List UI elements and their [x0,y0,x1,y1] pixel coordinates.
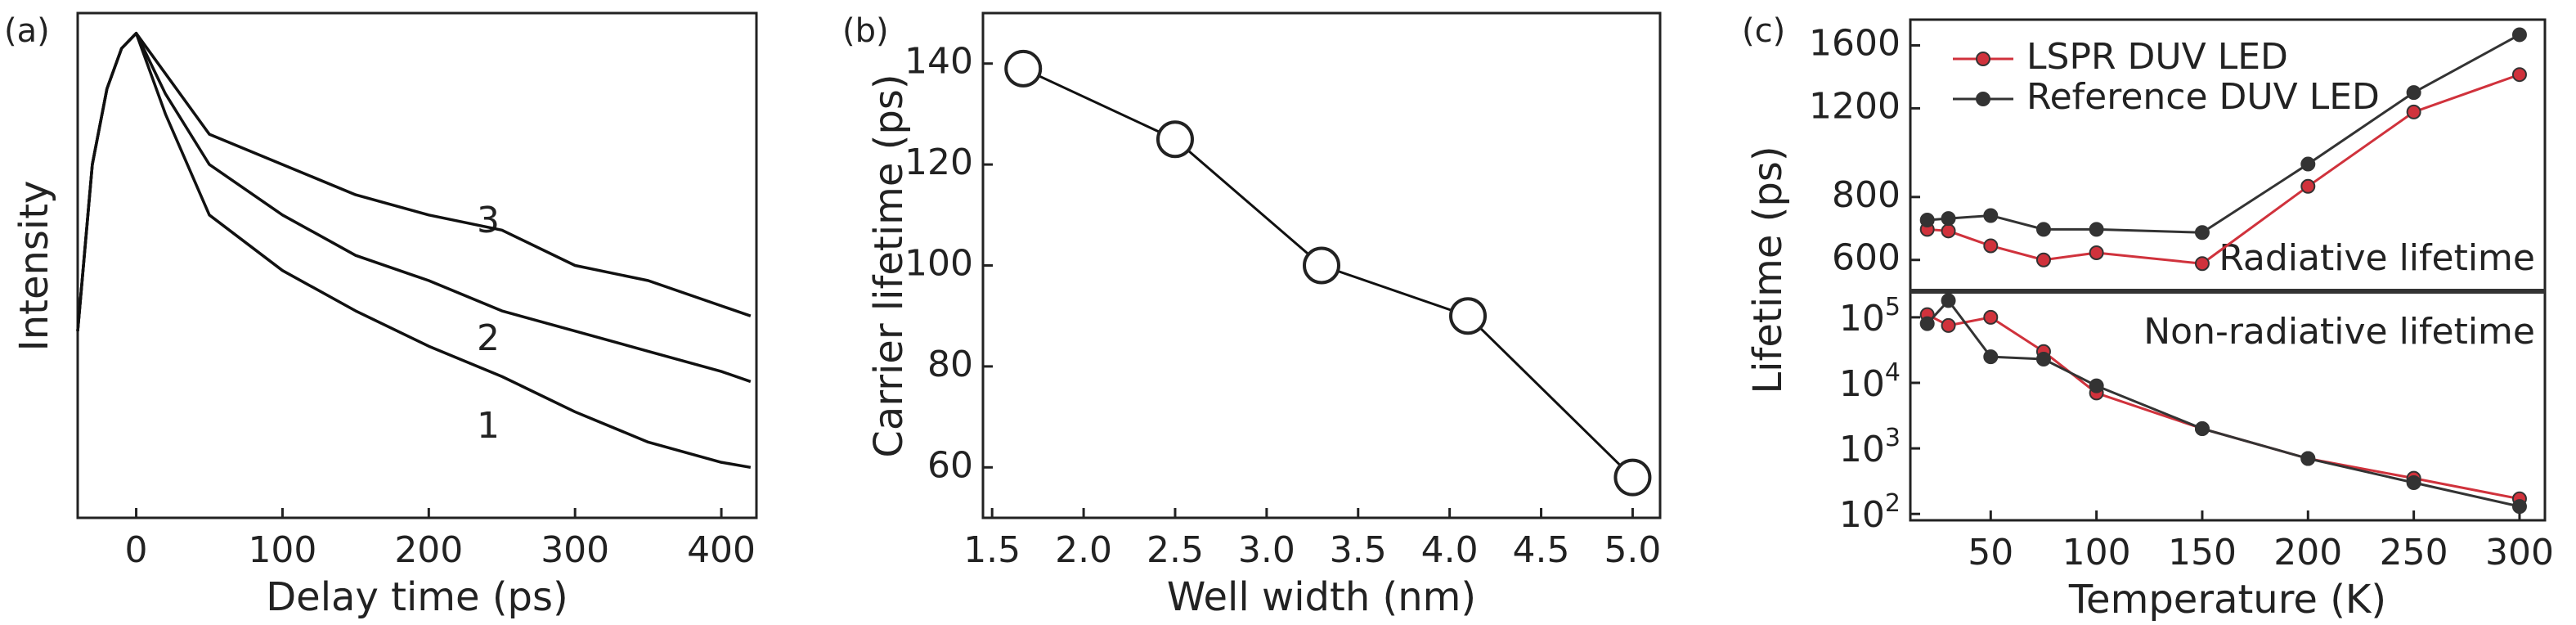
annotation: Radiative lifetime [2219,237,2535,279]
data-point [1919,316,1935,331]
y-tick-label: 120 [904,142,973,183]
annotation: 2 [477,317,500,359]
data-point [1983,349,1999,365]
panel-label: (a) [4,12,50,50]
x-axis-title: Well width (nm) [1167,574,1476,620]
y-tick-label: 140 [904,41,973,83]
legend-label: Reference DUV LED [2026,76,2380,118]
series-line [76,31,752,331]
legend-label: LSPR DUV LED [2026,36,2288,78]
x-tick-label: 2.5 [1147,529,1204,571]
y-tick-label: 1200 [1809,85,1901,127]
x-tick-label: 4.0 [1421,529,1479,571]
data-point [1983,238,1999,254]
annotation: Non-radiative lifetime [2143,311,2535,353]
data-point [2194,225,2210,241]
y-tick-label: 60 [927,444,973,486]
data-point [2300,451,2316,466]
series-line [76,31,752,470]
data-point [2511,499,2527,515]
x-tick-label: 300 [2485,532,2554,573]
data-point [2511,27,2527,43]
y-tick-label: 80 [927,344,973,385]
data-point [2194,421,2210,436]
data-point [1941,293,1956,308]
data-point [2089,222,2104,237]
annotation: 1 [477,405,500,447]
y-tick-label: 105 [1839,292,1901,339]
x-tick-label: 1.5 [963,529,1021,571]
panel-label: (c) [1742,12,1785,50]
data-point [2406,85,2421,101]
y-tick-label: 102 [1839,489,1901,537]
x-tick-label: 100 [248,529,316,571]
data-point [1613,458,1652,497]
x-tick-label: 100 [2062,532,2131,573]
x-axis-title: Temperature (K) [2068,577,2386,623]
x-tick-label: 5.0 [1604,529,1661,571]
annotation: 3 [477,200,500,241]
y-axis-title: Lifetime (ps) [1745,146,1791,393]
data-point [2089,378,2104,393]
data-point [1983,208,1999,223]
x-tick-label: 400 [687,529,756,571]
y-tick-label: 800 [1832,174,1901,216]
x-tick-label: 200 [394,529,463,571]
data-point [2035,352,2051,367]
y-tick-label: 100 [904,243,973,285]
data-point [1941,317,1956,333]
y-tick-label: 103 [1839,424,1901,471]
x-tick-label: 200 [2273,532,2342,573]
y-tick-label: 1600 [1809,22,1901,64]
x-tick-label: 2.0 [1055,529,1112,571]
data-point [2406,104,2421,119]
data-point [2406,475,2421,491]
x-tick-label: 0 [125,529,148,571]
data-point [1919,212,1935,227]
data-point [1941,211,1956,227]
data-point [2035,222,2051,237]
data-point [2194,256,2210,272]
y-tick-label: 600 [1832,237,1901,279]
series-line [76,31,752,384]
x-tick-label: 50 [1968,532,2013,573]
y-tick-label: 104 [1839,358,1901,406]
data-point [2035,252,2051,268]
data-point [1449,297,1488,335]
data-point [1983,309,1999,325]
data-point [2300,156,2316,172]
y-axis-title: Carrier lifetime (ps) [866,74,912,457]
x-tick-label: 3.5 [1330,529,1387,571]
y-axis-title: Intensity [11,181,57,352]
legend-marker [1976,52,1990,66]
data-point [2511,67,2527,83]
data-point [1004,49,1043,88]
data-point [1941,223,1956,239]
data-point [2300,178,2316,194]
legend-marker [1976,92,1990,106]
x-tick-label: 3.0 [1238,529,1295,571]
data-point [1303,246,1340,285]
x-tick-label: 300 [541,529,609,571]
x-axis-title: Delay time (ps) [266,574,568,620]
x-tick-label: 250 [2380,532,2448,573]
panel-label: (b) [842,12,889,50]
x-tick-label: 150 [2168,532,2237,573]
x-tick-label: 4.5 [1513,529,1570,571]
plot-frame [76,11,758,519]
data-point [1156,120,1194,159]
data-point [2089,245,2104,260]
